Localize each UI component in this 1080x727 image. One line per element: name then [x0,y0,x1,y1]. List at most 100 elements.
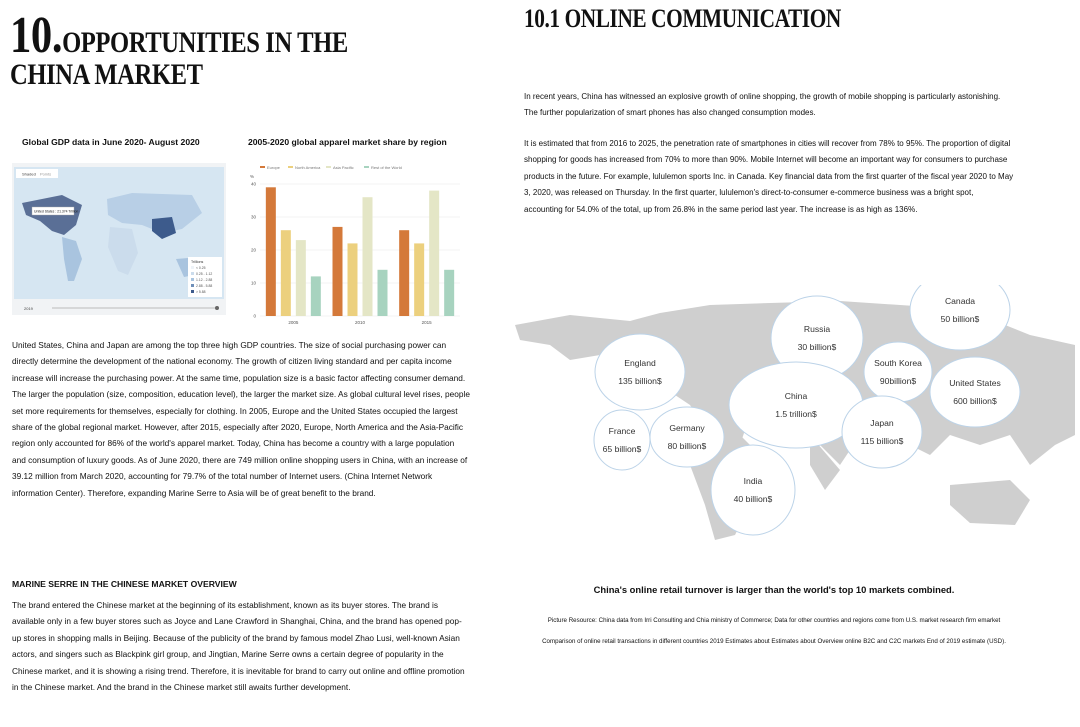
land [810,435,840,490]
section-number: 10. [10,7,63,64]
legend-label: Europe [267,165,281,170]
swatch [191,278,194,281]
x-tick-label: 2010 [355,320,366,325]
bar-chart: % Europe North America Asia Pacific Rest of … [250,165,460,325]
bar [399,230,410,316]
legend-label: < 0.25 [196,266,206,270]
bubble-value: 40 billion$ [734,494,773,504]
tabs [16,169,58,178]
bubble [863,341,933,403]
land [950,480,1030,525]
title: CHINA MARKET [10,58,203,91]
title: 10.1 ONLINE COMMUNICATION [524,4,841,33]
bar [362,197,373,316]
bubble-value: 65 billion$ [603,444,642,454]
x-tick-label: 2005 [288,320,299,325]
y-tick-label: 10 [251,281,257,286]
tooltip [31,206,75,216]
caption: China's online retail turnover is larger… [593,584,955,595]
bubble [909,285,1011,351]
bubble-name: South Korea [874,358,922,368]
legend-label: > 5.88 [196,290,206,294]
paragraph: It is estimated that from 2016 to 2025, … [524,139,1014,214]
land [152,217,176,239]
bar [295,240,306,316]
bubble-name: United States [949,378,1001,388]
figure-caption: 2005-2020 global apparel market share by… [248,137,447,147]
source: Picture Resource: China data from Irri C… [547,617,1001,624]
bubble-name: India [744,476,763,486]
legend-items: < 0.25 0.25 - 1.12 1.12 - 2.88 2.88 - 5.… [191,266,212,294]
bar [280,230,291,316]
y-axis-label: % [250,174,254,179]
land [108,227,138,275]
heading: 10.OPPORTUNITIES IN THE [10,6,348,65]
bar [377,269,388,316]
bubble-value: 135 billion$ [618,376,662,386]
legend-title: Trillions [191,260,203,264]
bubble-value: 30 billion$ [798,342,837,352]
paragraph: In recent years, China has witnessed an … [524,92,1001,118]
swatch [191,284,194,287]
x-tick-label: 2015 [422,320,433,325]
bubble-name: England [624,358,656,368]
bar [414,243,425,316]
bar [310,276,321,316]
swatch [191,290,194,293]
paragraph: The brand entered the Chinese market at … [12,600,465,693]
bubble-name: Germany [669,423,705,433]
swatch [191,266,194,269]
y-tick-label: 40 [251,182,257,187]
bubble [649,406,725,468]
legend-swatch [364,166,369,168]
legend-swatch [260,166,265,168]
bubble-value: 80 billion$ [668,441,707,451]
bubble [841,395,923,469]
legend-label: 0.25 - 1.12 [196,272,212,276]
bubble-name: Japan [870,418,894,428]
bubble [929,356,1021,428]
bubble-value: 600 billion$ [953,396,997,406]
figure-caption: Global GDP data in June 2020- August 202… [22,137,200,147]
legend-label: 1.12 - 2.88 [196,278,212,282]
section-heading: MARINE SERRE IN THE CHINESE MARKET OVERV… [12,579,237,589]
slider-knob [215,306,219,310]
legend-label: Asia Pacific [333,165,354,170]
bar [429,190,440,316]
world-map: Canada 50 billion$ Russia 30 billion$ Englan… [515,285,1075,540]
bubble-name: Russia [804,324,830,334]
land [62,237,82,281]
bubble [593,409,651,471]
paragraph: United States, China and Japan are among… [12,340,470,498]
year: 2019 [24,306,34,311]
legend-swatch [288,166,293,168]
legend-label: North America [295,165,321,170]
gdp-map: Shaded Points United States : 21.374 Tri… [12,163,226,315]
bubble-value: 1.5 trillion$ [775,409,817,419]
bubble-value: 50 billion$ [941,314,980,324]
swatch [191,272,194,275]
bubble-value: 90billion$ [880,376,917,386]
tab: Shaded [22,172,36,177]
y-tick-label: 30 [251,215,257,220]
legend-label: 2.88 - 5.88 [196,284,212,288]
tab: Points [40,172,51,177]
bar [347,243,358,316]
title: OPPORTUNITIES IN THE [62,26,348,59]
bar [444,269,455,316]
bar [332,226,343,316]
bar [265,187,276,316]
y-tick-label: 0 [253,314,256,319]
bubble-value: 115 billion$ [861,436,904,446]
bubble-name: Canada [945,296,975,306]
bubble [594,333,686,411]
source: Comparison of online retail transactions… [542,638,1006,645]
tooltip-text: United States : 21.374 Trillion [34,210,78,214]
legend-swatch [326,166,331,168]
legend-label: Rest of the World [371,165,402,170]
bubble-name: France [609,426,636,436]
land [107,193,202,233]
bubble [710,444,796,536]
y-tick-label: 20 [251,248,257,253]
